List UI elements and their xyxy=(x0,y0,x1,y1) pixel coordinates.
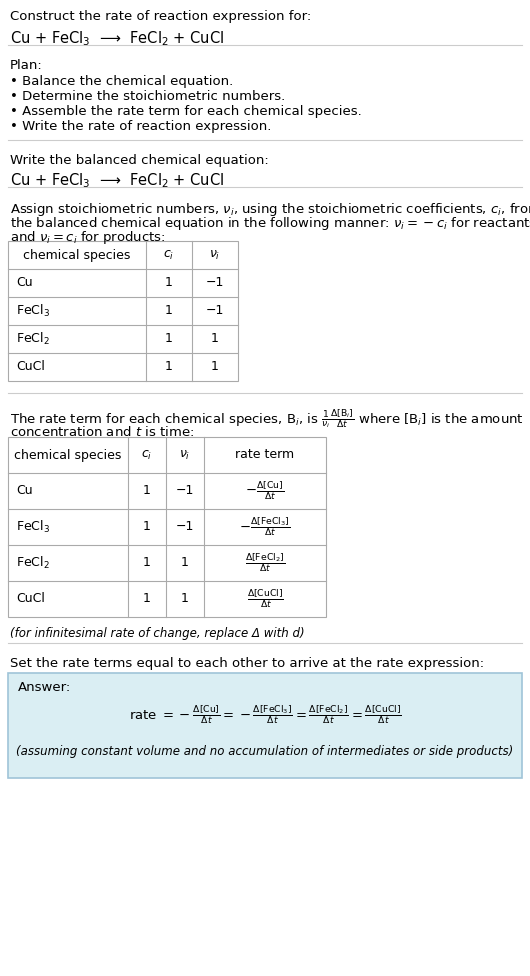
Text: 1: 1 xyxy=(165,305,173,317)
Text: Answer:: Answer: xyxy=(18,681,71,694)
Text: $\frac{\Delta[\mathrm{FeCl}_2]}{\Delta t}$: $\frac{\Delta[\mathrm{FeCl}_2]}{\Delta t… xyxy=(245,551,285,575)
Text: (assuming constant volume and no accumulation of intermediates or side products): (assuming constant volume and no accumul… xyxy=(16,745,514,757)
Text: Write the balanced chemical equation:: Write the balanced chemical equation: xyxy=(10,154,269,167)
Text: 1: 1 xyxy=(165,276,173,290)
Text: and $\nu_i = c_i$ for products:: and $\nu_i = c_i$ for products: xyxy=(10,229,165,246)
Text: −1: −1 xyxy=(206,276,224,290)
Text: 1: 1 xyxy=(165,360,173,374)
Text: Construct the rate of reaction expression for:: Construct the rate of reaction expressio… xyxy=(10,10,311,23)
Text: CuCl: CuCl xyxy=(16,592,45,605)
Text: 1: 1 xyxy=(143,556,151,570)
Text: $\frac{\Delta[\mathrm{CuCl}]}{\Delta t}$: $\frac{\Delta[\mathrm{CuCl}]}{\Delta t}$ xyxy=(246,588,284,610)
Text: 1: 1 xyxy=(143,484,151,498)
Text: (for infinitesimal rate of change, replace Δ with d): (for infinitesimal rate of change, repla… xyxy=(10,627,305,640)
Text: Cu: Cu xyxy=(16,484,33,498)
Text: FeCl$_3$: FeCl$_3$ xyxy=(16,303,50,319)
Bar xyxy=(8,437,326,617)
Text: 1: 1 xyxy=(181,592,189,605)
Text: FeCl$_3$: FeCl$_3$ xyxy=(16,519,50,535)
Text: $\nu_i$: $\nu_i$ xyxy=(209,249,220,262)
Bar xyxy=(8,673,522,778)
Text: • Determine the stoichiometric numbers.: • Determine the stoichiometric numbers. xyxy=(10,90,285,103)
Text: rate term: rate term xyxy=(235,449,295,462)
Text: Assign stoichiometric numbers, $\nu_i$, using the stoichiometric coefficients, $: Assign stoichiometric numbers, $\nu_i$, … xyxy=(10,201,530,218)
Text: −1: −1 xyxy=(176,520,194,534)
Text: Set the rate terms equal to each other to arrive at the rate expression:: Set the rate terms equal to each other t… xyxy=(10,657,484,670)
Text: Cu + FeCl$_3$  ⟶  FeCl$_2$ + CuCl: Cu + FeCl$_3$ ⟶ FeCl$_2$ + CuCl xyxy=(10,29,224,48)
Text: FeCl$_2$: FeCl$_2$ xyxy=(16,331,50,347)
Text: 1: 1 xyxy=(181,556,189,570)
Text: • Write the rate of reaction expression.: • Write the rate of reaction expression. xyxy=(10,120,271,133)
Text: rate $= -\frac{\Delta[\mathrm{Cu}]}{\Delta t} = -\frac{\Delta[\mathrm{FeCl}_3]}{: rate $= -\frac{\Delta[\mathrm{Cu}]}{\Del… xyxy=(129,704,401,726)
Text: $-\frac{\Delta[\mathrm{FeCl}_3]}{\Delta t}$: $-\frac{\Delta[\mathrm{FeCl}_3]}{\Delta … xyxy=(240,515,290,539)
Text: • Balance the chemical equation.: • Balance the chemical equation. xyxy=(10,75,233,88)
Text: Cu + FeCl$_3$  ⟶  FeCl$_2$ + CuCl: Cu + FeCl$_3$ ⟶ FeCl$_2$ + CuCl xyxy=(10,171,224,189)
Text: The rate term for each chemical species, B$_i$, is $\frac{1}{\nu_i}\frac{\Delta[: The rate term for each chemical species,… xyxy=(10,407,524,430)
Text: 1: 1 xyxy=(143,592,151,605)
Bar xyxy=(8,241,238,381)
Text: • Assemble the rate term for each chemical species.: • Assemble the rate term for each chemic… xyxy=(10,105,362,118)
Text: $-\frac{\Delta[\mathrm{Cu}]}{\Delta t}$: $-\frac{\Delta[\mathrm{Cu}]}{\Delta t}$ xyxy=(245,480,285,502)
Text: chemical species: chemical species xyxy=(23,249,131,262)
Text: −1: −1 xyxy=(176,484,194,498)
Text: FeCl$_2$: FeCl$_2$ xyxy=(16,555,50,571)
Text: Cu: Cu xyxy=(16,276,33,290)
Text: chemical species: chemical species xyxy=(14,449,122,462)
Text: $c_i$: $c_i$ xyxy=(142,448,153,462)
Text: −1: −1 xyxy=(206,305,224,317)
Text: 1: 1 xyxy=(165,333,173,346)
Text: Plan:: Plan: xyxy=(10,59,43,72)
Text: $c_i$: $c_i$ xyxy=(163,249,174,262)
Text: the balanced chemical equation in the following manner: $\nu_i = -c_i$ for react: the balanced chemical equation in the fo… xyxy=(10,215,530,232)
Text: CuCl: CuCl xyxy=(16,360,45,374)
Text: 1: 1 xyxy=(211,333,219,346)
Text: 1: 1 xyxy=(143,520,151,534)
Text: concentration and $t$ is time:: concentration and $t$ is time: xyxy=(10,425,194,439)
Text: 1: 1 xyxy=(211,360,219,374)
Text: $\nu_i$: $\nu_i$ xyxy=(179,448,191,462)
